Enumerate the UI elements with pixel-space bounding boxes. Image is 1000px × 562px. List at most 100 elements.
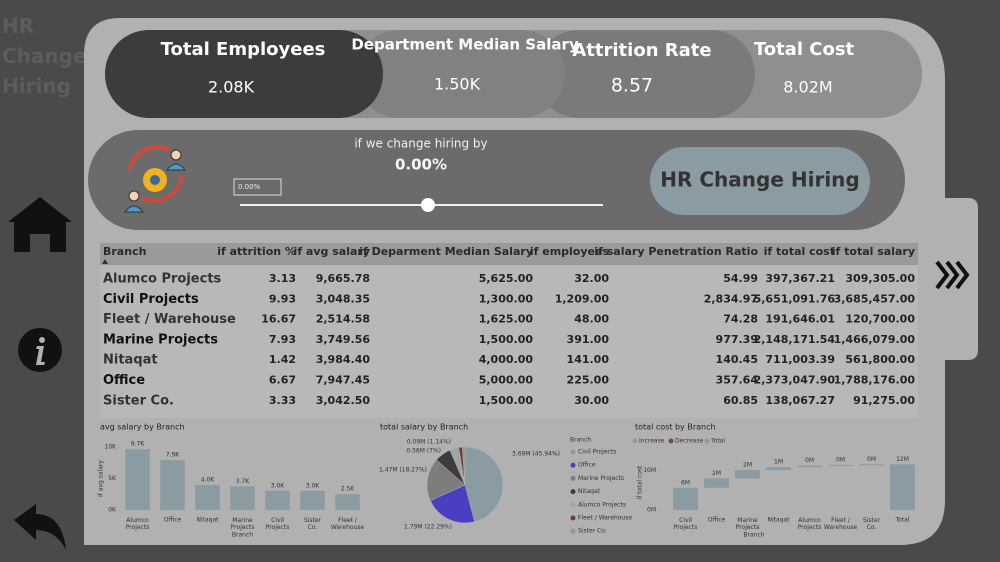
page-title: HR Change Hiring	[2, 14, 87, 98]
legend-label: Nitaqat	[578, 488, 601, 495]
table-cell: 30.00	[574, 394, 609, 407]
x-axis-label: Branch	[232, 532, 253, 539]
y-tick-label: 10K	[104, 444, 117, 451]
legend-swatch	[704, 438, 710, 444]
table-cell: 3,984.40	[316, 353, 371, 366]
bar	[195, 484, 220, 510]
x-tick-label: Nitaqat	[196, 517, 219, 524]
table-cell: 3,749.56	[316, 333, 371, 346]
table-bg	[100, 243, 918, 418]
table-cell: 9,665.78	[316, 272, 370, 285]
slider-handle[interactable]	[421, 198, 435, 212]
column-header: if total cost	[764, 245, 835, 258]
legend-label: Alumco Projects	[578, 501, 626, 508]
next-button[interactable]	[935, 260, 970, 290]
waterfall-bar	[859, 464, 884, 466]
bar	[160, 459, 185, 510]
table-cell: 561,800.00	[845, 353, 915, 366]
hiring-icon	[123, 145, 187, 213]
x-tick-label: Fleet / Warehouse	[824, 517, 858, 531]
table-cell: 3.33	[269, 394, 296, 407]
x-tick-label: Sister Co.	[863, 517, 881, 531]
waterfall-bar	[766, 467, 791, 471]
data-label: 0M	[836, 456, 845, 463]
column-header: if avg salary	[294, 245, 370, 258]
button-label[interactable]: HR Change Hiring	[660, 168, 859, 192]
table-cell: 1,466,079.00	[834, 333, 916, 346]
charts: avg salary by Branch 0K 5K 10K if avg salary…	[98, 423, 915, 539]
table-cell: 357.64	[716, 374, 759, 387]
x-tick-label: Civil Projects	[674, 517, 698, 531]
kpi-pill	[355, 30, 565, 118]
table-cell: 3,685,457.00	[834, 292, 916, 305]
kpi-label: Total Employees	[161, 39, 326, 60]
data-label: 3.7K	[236, 478, 251, 485]
table-cell: 391.00	[567, 333, 610, 346]
row-label: Alumco Projects	[103, 272, 222, 287]
legend-label: Total	[710, 438, 725, 445]
hr-change-button[interactable]	[650, 147, 870, 215]
table-cell: 74.28	[723, 313, 758, 326]
table-cell: 711,003.39	[765, 353, 835, 366]
row-label: Civil Projects	[103, 292, 199, 307]
table-cell: 141.00	[567, 353, 610, 366]
back-button[interactable]	[14, 504, 66, 550]
row-label: Office	[103, 373, 145, 388]
data-label: 3.69M (45.94%)	[512, 451, 560, 458]
kpi-value: 8.02M	[783, 78, 832, 97]
waterfall-bar	[797, 465, 822, 468]
slider-input-text[interactable]: 0.00%	[238, 183, 261, 191]
table-cell: 1.42	[269, 353, 296, 366]
data-label: 3.0K	[306, 482, 321, 489]
legend-label: Fleet / Warehouse	[578, 515, 632, 522]
table-cell: 120,700.00	[845, 313, 915, 326]
column-header: if attrition %	[217, 245, 296, 258]
legend-label: Increase	[639, 438, 665, 445]
table-cell: 91,275.00	[853, 394, 915, 407]
table-cell: 5,625.00	[479, 272, 534, 285]
x-tick-label: Alumco Projects	[798, 517, 822, 531]
y-tick-label: 10M	[643, 467, 656, 474]
legend-swatch	[570, 489, 576, 495]
table-cell: 140.45	[716, 353, 758, 366]
info-button[interactable]	[18, 328, 62, 372]
row-label: Nitaqat	[103, 353, 158, 368]
y-tick-label: 0K	[108, 507, 117, 514]
legend-swatch	[570, 502, 576, 508]
table-cell: 7,947.45	[316, 374, 370, 387]
legend-swatch	[668, 438, 674, 444]
table-cell: 60.85	[723, 394, 758, 407]
kpi-pill	[105, 30, 383, 118]
kpi-value: 2.08K	[208, 78, 255, 97]
legend-swatch	[570, 449, 576, 455]
table-cell: 225.00	[567, 374, 610, 387]
chart-title: total cost by Branch	[635, 423, 716, 432]
table-cell: 1,788,176.00	[834, 374, 916, 387]
data-label: 9.7K	[131, 441, 146, 448]
y-axis-label: if avg salary	[98, 460, 105, 497]
bar	[125, 449, 150, 510]
pie-slice	[462, 446, 466, 486]
pie-slice	[464, 446, 504, 523]
bar	[335, 494, 360, 510]
table-cell: 3.13	[269, 272, 296, 285]
kpi-value: 8.57	[611, 75, 653, 97]
table-cell: 2,514.58	[316, 313, 370, 326]
table-cell: 6.67	[269, 374, 296, 387]
data-label: 3.0K	[271, 482, 286, 489]
x-tick-label: Office	[708, 517, 726, 524]
legend-swatch	[570, 515, 576, 521]
table-cell: 54.99	[723, 272, 758, 285]
home-button[interactable]	[8, 197, 72, 252]
table-cell: 1,625.00	[479, 313, 534, 326]
waterfall-bar	[735, 470, 760, 479]
legend-label: Sister Co.	[578, 528, 607, 535]
pie-slice	[430, 484, 475, 524]
bar	[230, 486, 255, 510]
column-header: if salary Penetration Ratio	[594, 245, 758, 258]
slider-input[interactable]	[233, 178, 282, 196]
table-cell: 3,042.50	[316, 394, 371, 407]
x-tick-label: Total	[894, 517, 909, 524]
data-label: 7.9K	[166, 451, 181, 458]
